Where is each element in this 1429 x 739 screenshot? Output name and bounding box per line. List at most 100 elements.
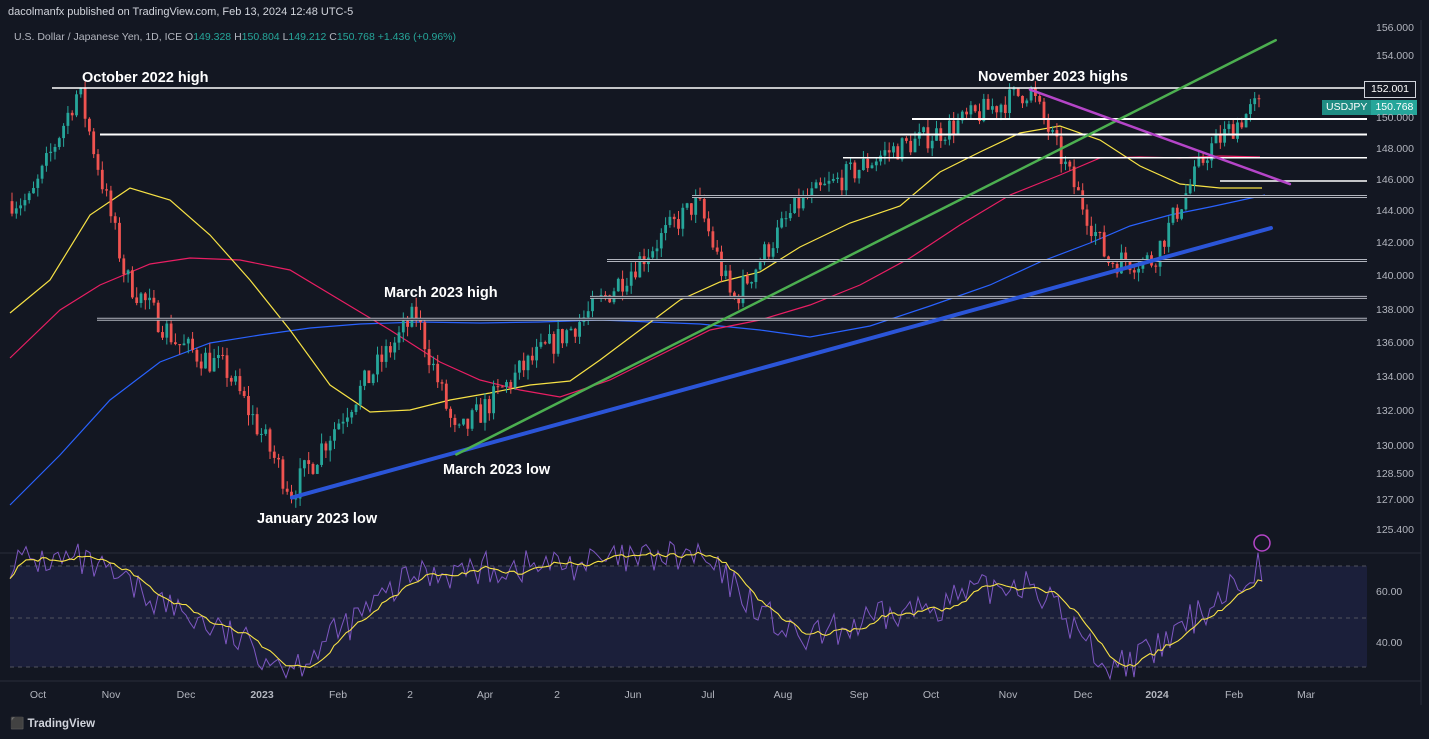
candle-body: [853, 162, 857, 179]
candle-body: [896, 146, 900, 160]
candle-body: [754, 269, 758, 283]
candle-body: [655, 248, 659, 252]
candle-body: [182, 343, 186, 346]
time-axis-label: Feb: [328, 689, 348, 701]
candle-body: [1120, 252, 1123, 274]
candle-body: [109, 190, 113, 217]
candle-body: [268, 429, 272, 452]
time-axis-label: 2024: [1145, 689, 1169, 701]
price-axis-label: 136.000: [1376, 337, 1414, 349]
candle-body: [346, 417, 349, 422]
candle-body: [586, 311, 590, 318]
candle-body: [505, 382, 508, 387]
candle-body: [814, 182, 818, 189]
candle-body: [225, 355, 229, 378]
candle-body: [711, 231, 715, 248]
price-axis-label: 125.400: [1376, 524, 1414, 536]
candle-body: [1257, 98, 1261, 100]
trendline-2[interactable]: [1028, 88, 1292, 186]
close-value: 150.768: [336, 31, 375, 43]
candle-body: [272, 451, 276, 458]
candle-body: [969, 105, 973, 115]
candle-body: [242, 391, 246, 397]
publisher-text: dacolmanfx published on TradingView.com,…: [8, 6, 354, 18]
candle-body: [677, 219, 680, 229]
candle-body: [358, 385, 362, 405]
candle-body: [208, 352, 212, 372]
candle-body: [199, 361, 203, 369]
candle-body: [470, 410, 474, 429]
candle-body: [221, 354, 225, 356]
candle-body: [217, 354, 220, 359]
candle-body: [462, 418, 465, 425]
candle-body: [440, 382, 444, 384]
candle-body: [83, 87, 87, 119]
candle-body: [247, 396, 250, 416]
candle-body: [552, 333, 556, 354]
candle-body: [389, 346, 392, 353]
candle-body: [1214, 134, 1218, 144]
candle-body: [1210, 143, 1214, 161]
time-axis-label: Jul: [701, 689, 715, 701]
last-price-tag[interactable]: USDJPY 150.768: [1322, 100, 1418, 115]
candle-body: [870, 165, 874, 169]
candle-body: [771, 248, 775, 257]
candle-body: [556, 329, 560, 354]
price-axis-label: 144.000: [1376, 205, 1414, 217]
candle-body: [750, 282, 753, 284]
annotation-nov2023-highs: November 2023 highs: [978, 69, 1128, 85]
candle-body: [384, 346, 388, 362]
candle-body: [57, 138, 61, 147]
candle-body: [1102, 232, 1106, 257]
candle-body: [1094, 231, 1097, 237]
candle-body: [122, 258, 126, 275]
candle-body: [414, 306, 418, 320]
candle-body: [23, 200, 27, 206]
candle-body: [1098, 231, 1102, 233]
candle-body: [926, 127, 930, 149]
candle-body: [337, 423, 341, 430]
price-level-tag[interactable]: 152.001: [1364, 81, 1416, 98]
candle-body: [165, 323, 169, 338]
candle-body: [518, 360, 521, 373]
candle-body: [866, 158, 870, 169]
candle-body: [96, 154, 100, 170]
candle-body: [526, 355, 530, 371]
candle-body: [548, 333, 551, 344]
candle-body: [36, 178, 40, 188]
candle-body: [634, 271, 637, 278]
candle-body: [19, 205, 22, 209]
tradingview-logo-text: TradingView: [27, 718, 96, 730]
candle-body: [229, 377, 233, 382]
candle-body: [1145, 255, 1149, 259]
candle-body: [45, 153, 48, 166]
candle-body: [161, 332, 164, 338]
price-axis-label: 132.000: [1376, 405, 1414, 417]
candle-body: [75, 94, 78, 116]
candle-body: [879, 155, 882, 162]
symbol-tag: USDJPY: [1322, 100, 1372, 115]
time-axis-label: Nov: [998, 689, 1018, 701]
candle-body: [1081, 190, 1085, 210]
candle-body: [1059, 136, 1063, 165]
candle-body: [1167, 222, 1171, 247]
candle-body: [354, 404, 358, 412]
change-value: +1.436 (+0.96%): [377, 31, 457, 43]
candle-body: [767, 244, 771, 257]
candle-body: [930, 140, 934, 149]
trendline-0[interactable]: [290, 226, 1273, 500]
candle-body: [960, 111, 964, 121]
candle-body: [118, 222, 121, 259]
tradingview-logo[interactable]: ⬛ TradingView: [10, 716, 95, 730]
candle-body: [350, 411, 354, 418]
lightning-icon[interactable]: [1253, 534, 1271, 552]
time-axis-label: Aug: [773, 689, 793, 701]
candle-body: [1163, 240, 1166, 247]
rsi-band: [10, 566, 1367, 667]
candle-body: [862, 158, 865, 170]
candle-body: [423, 322, 427, 350]
trendline-1[interactable]: [455, 38, 1277, 456]
candle-body: [1171, 207, 1175, 223]
price-axis-label: 134.000: [1376, 371, 1414, 383]
